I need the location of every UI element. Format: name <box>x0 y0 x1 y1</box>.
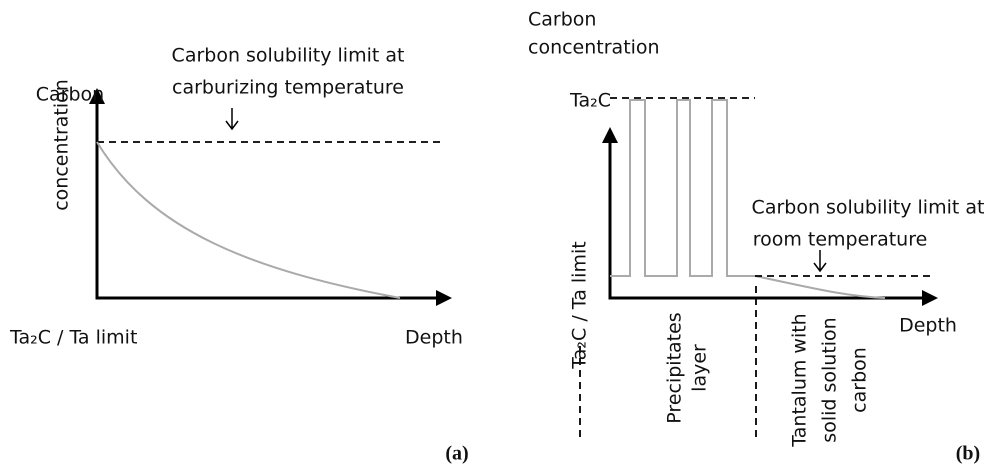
x-axis-label: Depth <box>405 327 463 349</box>
y-axis-label: Carbon <box>528 9 596 31</box>
origin-label: Ta₂C / Ta limit <box>9 327 137 349</box>
arrow-head <box>602 127 618 143</box>
region-label: layer <box>689 344 711 392</box>
annotation: Carbon solubility limit at <box>752 197 985 219</box>
region-label: Tantalum with <box>789 313 811 447</box>
annotation: Carbon solubility limit at <box>172 45 405 67</box>
axes <box>608 135 930 300</box>
region-label: solid solution <box>819 317 841 442</box>
axes <box>95 96 445 300</box>
annotation: carburizing temperature <box>172 77 404 99</box>
y-axis-label: Carbon <box>36 84 104 106</box>
pointer-arrow <box>813 250 827 273</box>
origin-label: Ta₂C / Ta limit <box>569 241 591 369</box>
panel-label: (a) <box>445 443 468 465</box>
arrow-head <box>89 88 105 104</box>
pointer-arrow <box>225 108 239 131</box>
annotation: room temperature <box>753 229 928 251</box>
level-label: Ta₂C <box>569 90 611 112</box>
arrow-head <box>922 290 938 306</box>
x-axis-label: Depth <box>899 315 957 337</box>
region-label: Precipitates <box>664 312 686 423</box>
panel-b: Carbon concentration Ta₂C Carbon solubil… <box>528 9 984 465</box>
panel-label: (b) <box>956 443 980 465</box>
region-label: carbon <box>849 347 871 413</box>
concentration-curve <box>96 141 401 299</box>
arrow-head <box>436 290 452 306</box>
panel-a: Carbon concentration Carbon solubility l… <box>9 45 469 465</box>
y-axis-label: concentration <box>528 37 660 59</box>
y-axis-label: concentration <box>51 79 73 211</box>
